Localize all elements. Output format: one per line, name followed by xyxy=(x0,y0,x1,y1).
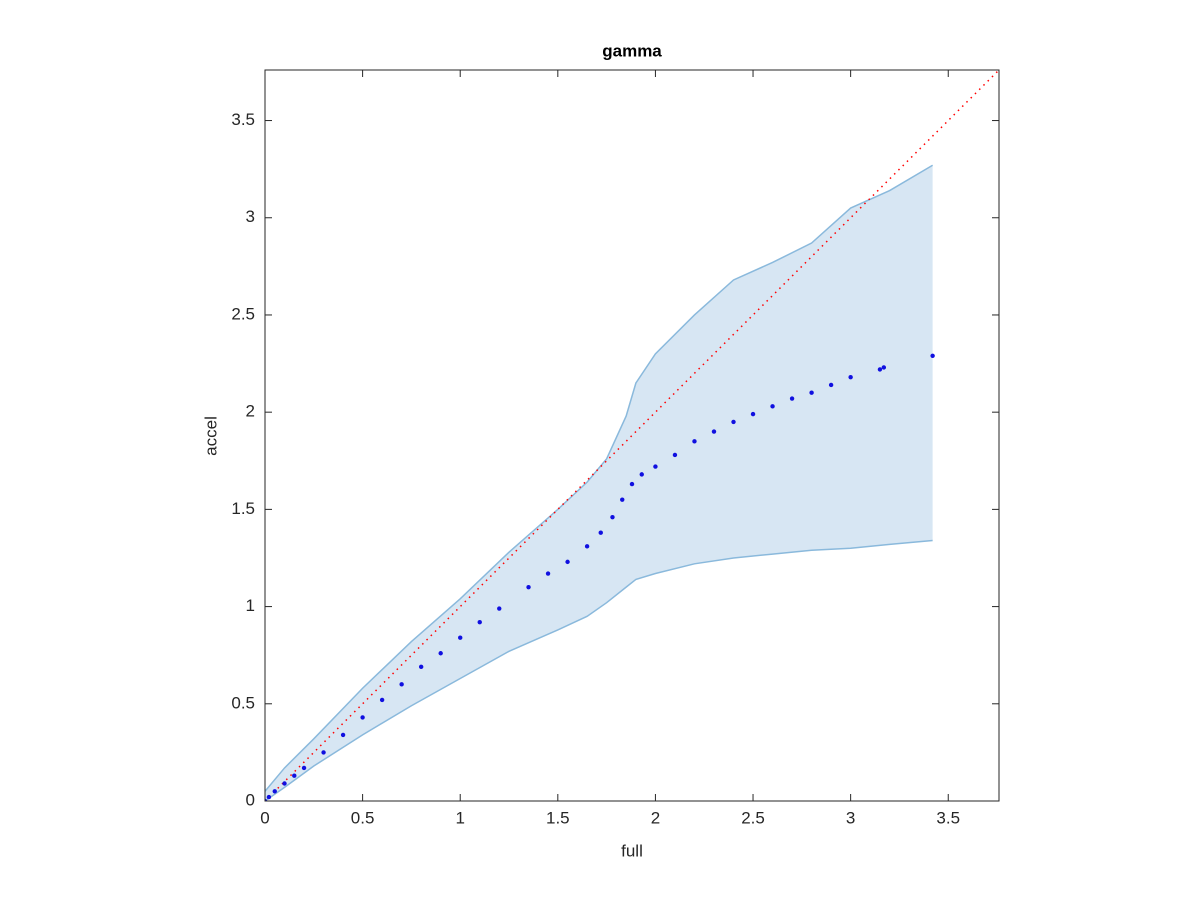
point xyxy=(692,439,697,444)
x-tick-label: 0 xyxy=(260,808,269,827)
point xyxy=(399,682,404,687)
point xyxy=(930,353,935,358)
point xyxy=(526,584,531,590)
point xyxy=(265,798,268,801)
x-tick-label: 1.5 xyxy=(546,808,570,827)
x-tick-label: 3.5 xyxy=(936,808,960,827)
point xyxy=(340,732,346,738)
point xyxy=(497,606,502,611)
point xyxy=(672,452,678,458)
point xyxy=(584,544,590,549)
band-edge xyxy=(265,164,934,792)
point xyxy=(438,651,443,656)
point xyxy=(477,619,482,625)
x-tick-label: 0.5 xyxy=(351,808,375,827)
point xyxy=(360,715,365,720)
x-tick-label: 1 xyxy=(455,808,464,827)
chart-title: gamma xyxy=(602,41,662,60)
point xyxy=(750,411,756,417)
point xyxy=(877,367,883,372)
point xyxy=(266,794,272,800)
point xyxy=(828,382,834,388)
y-tick-label: 2 xyxy=(246,402,255,421)
point xyxy=(848,374,853,380)
axes-box xyxy=(264,69,1000,802)
x-tick-label: 2.5 xyxy=(741,808,765,827)
point xyxy=(565,559,570,565)
point xyxy=(653,464,658,469)
point xyxy=(545,571,551,576)
point xyxy=(282,781,287,786)
y-tick-label: 0.5 xyxy=(231,693,255,712)
x-axis-label: full xyxy=(621,841,643,860)
y-tick-label: 3.5 xyxy=(231,110,255,129)
x-tick-label: 3 xyxy=(846,808,855,827)
point xyxy=(639,472,644,477)
point xyxy=(620,497,625,502)
y-tick-label: 1.5 xyxy=(231,499,255,518)
point xyxy=(789,396,795,401)
band-edge xyxy=(265,539,933,801)
point xyxy=(379,697,385,703)
point xyxy=(731,419,736,425)
point xyxy=(301,765,307,771)
y-tick-label: 1 xyxy=(246,596,255,615)
point xyxy=(711,429,717,434)
y-tick-label: 0 xyxy=(246,790,255,809)
y-tick-label: 2.5 xyxy=(231,304,255,323)
y-axis-label: accel xyxy=(201,416,220,456)
point xyxy=(629,481,635,487)
point xyxy=(458,635,463,640)
point xyxy=(418,664,424,670)
point xyxy=(292,773,297,778)
point xyxy=(770,404,775,409)
band-fill xyxy=(265,165,933,801)
x-tick-label: 2 xyxy=(651,808,660,827)
point xyxy=(610,514,615,520)
point xyxy=(321,750,326,755)
point xyxy=(809,390,814,395)
y-tick-label: 3 xyxy=(246,207,255,226)
point xyxy=(272,789,277,794)
point xyxy=(598,530,603,535)
point xyxy=(881,365,887,370)
